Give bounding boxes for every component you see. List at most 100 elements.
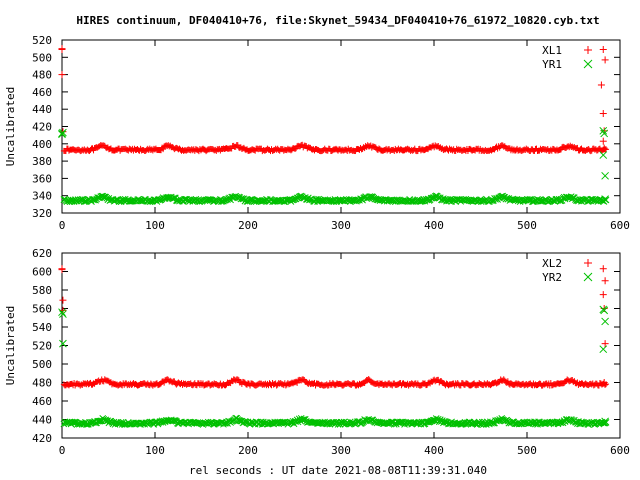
y-tick-label: 540 bbox=[32, 321, 52, 334]
outlier-point bbox=[601, 417, 609, 426]
data-point bbox=[197, 420, 205, 427]
y-tick-label: 320 bbox=[32, 207, 52, 220]
x-tick-label: 400 bbox=[424, 444, 444, 457]
y-axis-label: Uncalibrated bbox=[4, 306, 17, 385]
outlier-point bbox=[59, 296, 67, 304]
y-tick-label: 340 bbox=[32, 190, 52, 203]
legend-marker bbox=[584, 259, 592, 267]
data-point bbox=[586, 419, 594, 427]
y-tick-label: 580 bbox=[32, 284, 52, 297]
data-point bbox=[310, 419, 317, 426]
x-tick-label: 200 bbox=[238, 219, 258, 232]
data-point bbox=[83, 421, 90, 428]
data-point bbox=[243, 198, 251, 205]
data-point bbox=[485, 198, 492, 206]
data-point bbox=[510, 196, 518, 204]
y-tick-label: 480 bbox=[32, 69, 52, 82]
outlier-point bbox=[600, 144, 608, 152]
y-axis-label: Uncalibrated bbox=[4, 87, 17, 166]
outlier-point bbox=[59, 339, 67, 348]
outlier-point bbox=[601, 171, 609, 180]
outlier-point bbox=[601, 277, 609, 285]
y-tick-label: 480 bbox=[32, 377, 52, 390]
legend-marker bbox=[583, 59, 593, 69]
outlier-point bbox=[599, 345, 608, 354]
y-tick-label: 500 bbox=[32, 51, 52, 64]
data-point bbox=[128, 420, 135, 428]
x-tick-label: 600 bbox=[610, 444, 630, 457]
x-tick-label: 400 bbox=[424, 219, 444, 232]
y-tick-label: 460 bbox=[32, 86, 52, 99]
y-tick-label: 440 bbox=[32, 103, 52, 116]
x-axis-label: rel seconds : UT date 2021-08-08T11:39:3… bbox=[189, 464, 487, 477]
outlier-point bbox=[599, 291, 607, 299]
legend-label: XL1 bbox=[542, 44, 562, 57]
data-point bbox=[132, 419, 139, 427]
outlier-point bbox=[599, 126, 608, 135]
legend-marker bbox=[583, 272, 593, 282]
y-tick-label: 600 bbox=[32, 266, 52, 279]
y-tick-label: 500 bbox=[32, 358, 52, 371]
data-point bbox=[423, 418, 431, 426]
outlier-point bbox=[599, 110, 607, 118]
data-point bbox=[195, 198, 203, 205]
y-tick-label: 440 bbox=[32, 414, 52, 427]
outlier-point bbox=[601, 317, 609, 326]
x-tick-label: 200 bbox=[238, 444, 258, 457]
x-tick-label: 100 bbox=[145, 444, 165, 457]
outlier-point bbox=[601, 195, 609, 204]
y-tick-label: 360 bbox=[32, 172, 52, 185]
outlier-point bbox=[600, 129, 609, 138]
data-point bbox=[60, 196, 68, 203]
outlier-point bbox=[597, 81, 605, 89]
x-tick-label: 300 bbox=[331, 444, 351, 457]
bottom-panel: 420 440 460 480 500 520 540 560 580 600 620 0 100 200… bbox=[4, 247, 630, 457]
data-point bbox=[112, 196, 120, 204]
series-YR1 bbox=[58, 126, 610, 206]
data-point bbox=[69, 419, 77, 426]
y-tick-label: 520 bbox=[32, 340, 52, 353]
outlier-point bbox=[58, 46, 66, 54]
data-point bbox=[234, 376, 241, 383]
data-point bbox=[490, 197, 497, 204]
series-XL2 bbox=[58, 265, 610, 389]
x-tick-label: 300 bbox=[331, 219, 351, 232]
outlier-point bbox=[599, 46, 607, 54]
y-tick-label: 520 bbox=[32, 34, 52, 47]
x-tick-label: 0 bbox=[59, 219, 66, 232]
x-tick-label: 500 bbox=[517, 219, 537, 232]
outlier-point bbox=[601, 340, 609, 348]
outlier-point bbox=[600, 379, 608, 386]
data-point bbox=[125, 420, 133, 428]
outlier-point bbox=[599, 265, 607, 273]
legend-marker bbox=[584, 46, 592, 54]
data-point bbox=[163, 417, 171, 425]
data-point bbox=[247, 196, 255, 203]
legend-label: YR1 bbox=[542, 58, 562, 71]
data-point bbox=[209, 198, 217, 205]
x-tick-label: 600 bbox=[610, 219, 630, 232]
top-panel: 320 340 360 380 400 420 440 460 480 500 520 0 100 200… bbox=[4, 34, 630, 232]
data-point bbox=[72, 419, 80, 426]
data-point bbox=[246, 196, 254, 204]
x-tick-label: 500 bbox=[517, 444, 537, 457]
y-tick-label: 420 bbox=[32, 432, 52, 445]
series-XL1 bbox=[58, 45, 610, 155]
data-point bbox=[463, 196, 471, 204]
data-point bbox=[387, 418, 395, 426]
data-point bbox=[385, 196, 393, 204]
outlier-point bbox=[58, 308, 66, 317]
y-tick-label: 460 bbox=[32, 395, 52, 408]
data-point bbox=[383, 419, 391, 427]
outlier-point bbox=[600, 306, 609, 315]
outlier-point bbox=[59, 310, 67, 318]
y-tick-label: 420 bbox=[32, 121, 52, 134]
outlier-point bbox=[599, 151, 608, 159]
y-tick-label: 400 bbox=[32, 138, 52, 151]
y-tick-label: 560 bbox=[32, 303, 52, 316]
outlier-point bbox=[601, 56, 609, 64]
legend-label: XL2 bbox=[542, 257, 562, 270]
data-point bbox=[501, 193, 509, 201]
